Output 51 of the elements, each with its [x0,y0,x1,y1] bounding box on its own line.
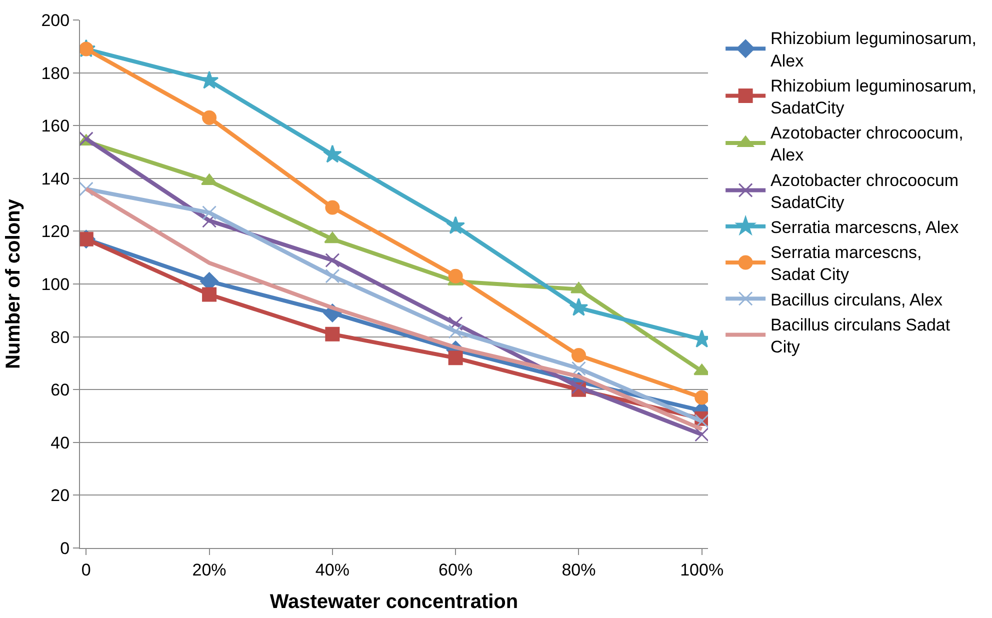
y-tick-label: 140 [41,169,70,188]
legend-label: Bacillus circulans, Alex [770,290,944,310]
y-tick-label: 60 [50,380,70,400]
y-axis-title: Number of colony [2,198,25,370]
point [694,427,708,442]
point [202,205,217,220]
point [201,174,218,186]
point [202,287,217,302]
point [325,326,340,342]
y-tick-label: 160 [41,116,70,136]
y-tick-label: 40 [50,433,70,452]
point [80,42,94,56]
x-axis-title: Wastewater concentration [270,590,518,613]
point [325,200,340,215]
x-tick-label: 20% [192,560,226,580]
point [448,316,463,331]
x-tick-label: 60% [438,560,473,580]
legend-label: Rhizobium leguminosarum, SadatCity [770,76,977,118]
legend-label: Serratia marcescns, Sadat City [770,243,922,284]
point [325,252,340,268]
point [324,232,341,244]
point [448,268,463,284]
y-tick-label: 120 [41,222,70,242]
point [80,182,94,196]
y-tick-label: 80 [50,328,70,347]
legend-label: Serratia marcescns, Alex [770,218,960,237]
point [569,298,588,316]
point [448,324,463,339]
legend-label: Rhizobium leguminosarum, Alex [770,29,977,70]
legend-label: Bacillus circulans Sadat City [770,315,950,356]
y-tick-label: 200 [41,10,70,30]
point [446,216,465,234]
legend-label: Azotobacter chrocoocum, Alex [770,124,964,165]
y-tick-label: 180 [41,64,70,83]
point [202,110,217,125]
y-tick-label: 0 [60,538,70,558]
point [80,232,94,246]
point [323,144,342,163]
x-tick-label: 100% [680,560,724,580]
y-tick-label: 20 [50,486,70,506]
point [694,390,708,405]
point [448,350,463,366]
legend-label: Azotobacter chrocoocum SadatCity [770,170,959,212]
y-tick-label: 100 [41,274,70,294]
x-tick-label: 80% [562,560,596,580]
point [571,361,586,376]
point [571,348,586,363]
x-tick-label: 0 [81,560,91,580]
point [694,414,708,429]
point [325,268,340,284]
x-tick-label: 40% [315,560,350,580]
